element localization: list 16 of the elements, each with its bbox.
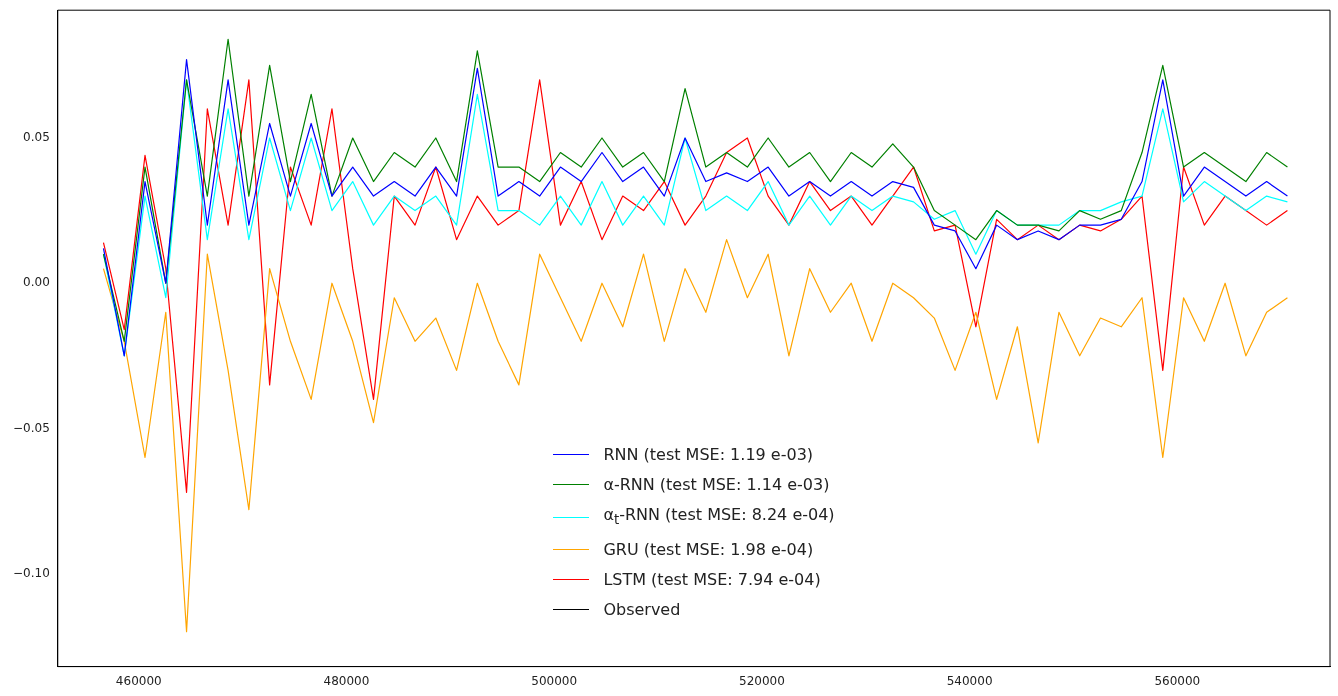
y-tick-label: 0.00 [23,275,50,290]
legend-label: α$_{t}$-RNN (test MSE: 8.24 e-04) [603,503,835,529]
y-tick-label: −0.05 [12,420,50,435]
x-tick-label: 500000 [531,673,578,688]
legend-label: GRU (test MSE: 1.98 e-04) [603,538,814,561]
y-tick-label: 0.05 [23,130,50,145]
legend-label: α-RNN (test MSE: 1.14 e-03) [603,473,830,496]
legend-label: Observed [603,598,681,621]
x-tick-label: 560000 [1154,673,1201,688]
x-tick-label: 480000 [323,673,370,688]
y-tick-label: −0.10 [12,565,50,580]
legend-label: RNN (test MSE: 1.19 e-03) [603,443,814,466]
legend-label: LSTM (test MSE: 7.94 e-04) [603,568,821,591]
x-tick-label: 460000 [115,673,162,688]
x-tick-label: 540000 [946,673,993,688]
x-tick-label: 520000 [739,673,785,688]
